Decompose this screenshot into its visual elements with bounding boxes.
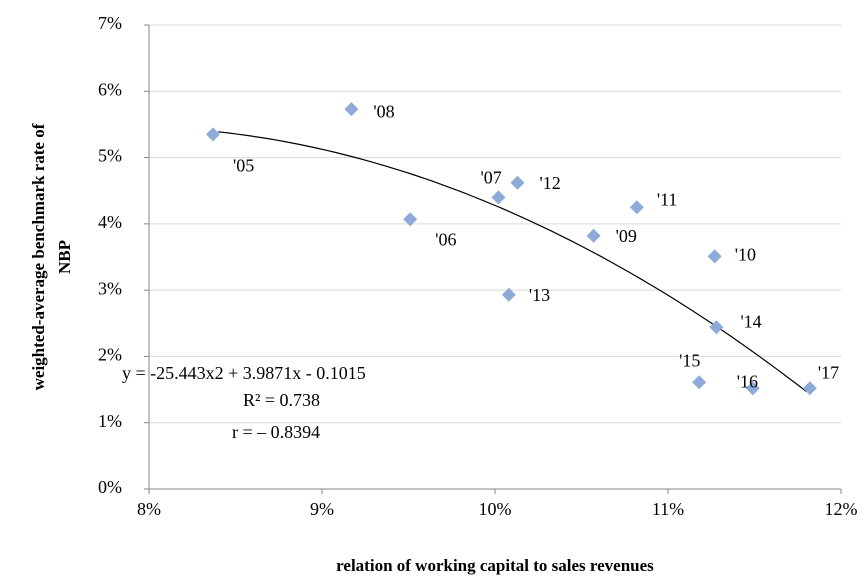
annotation: y = -25.443x2 + 3.9871x - 0.1015 — [122, 363, 366, 383]
point-label: '08 — [373, 101, 394, 121]
point — [510, 175, 525, 190]
point — [707, 249, 722, 264]
point-label: '15 — [679, 350, 700, 370]
point-label: '07 — [480, 167, 501, 187]
y-tick-label: 3% — [98, 278, 122, 298]
point — [403, 212, 418, 227]
x-tick-label: 12% — [825, 499, 858, 519]
point — [692, 375, 707, 390]
y-tick-label: 2% — [98, 345, 122, 365]
point-label: '16 — [737, 371, 758, 391]
y-tick-label: 1% — [98, 411, 122, 431]
x-tick-label: 10% — [479, 499, 512, 519]
point-label: '06 — [435, 229, 456, 249]
point-label: '10 — [735, 244, 756, 264]
x-tick-label: 8% — [137, 499, 161, 519]
point — [629, 200, 644, 215]
point-label: '09 — [616, 226, 637, 246]
annotation: r = – 0.8394 — [232, 422, 320, 442]
point — [586, 228, 601, 243]
point — [709, 320, 724, 335]
trendline — [218, 131, 807, 392]
y-axis-label: weighted-average benchmark rate of — [29, 123, 48, 390]
point-label: '17 — [818, 362, 839, 382]
point — [344, 102, 359, 117]
x-tick-label: 11% — [652, 499, 684, 519]
point — [802, 381, 817, 396]
y-tick-label: 7% — [98, 13, 122, 33]
point — [491, 190, 506, 205]
y-tick-label: 0% — [98, 477, 122, 497]
point — [206, 127, 221, 142]
x-tick-label: 9% — [310, 499, 334, 519]
point-label: '13 — [529, 285, 550, 305]
y-tick-label: 4% — [98, 212, 122, 232]
y-axis-label: NBP — [55, 240, 74, 274]
x-axis-label: relation of working capital to sales rev… — [336, 556, 654, 575]
point-label: '14 — [740, 311, 761, 331]
point-label: '11 — [657, 189, 678, 209]
y-tick-label: 5% — [98, 146, 122, 166]
y-tick-label: 6% — [98, 79, 122, 99]
annotation: R² = 0.738 — [243, 390, 320, 410]
point-label: '12 — [539, 173, 560, 193]
point-label: '05 — [233, 155, 254, 175]
point — [745, 381, 760, 396]
point — [501, 287, 516, 302]
